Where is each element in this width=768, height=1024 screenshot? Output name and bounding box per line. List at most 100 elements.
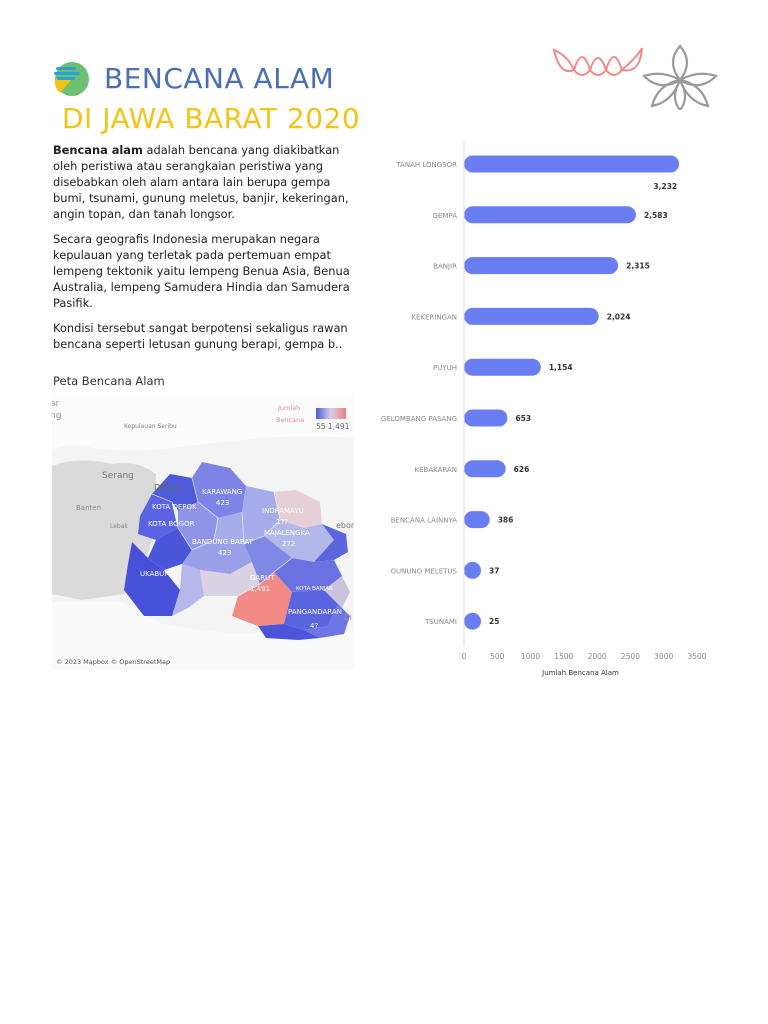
region-labels: KARAWANG 423 KOTA DEPOK KOTA BOGOR INDRA… [140, 488, 342, 630]
category-label: KEBAKARAN [415, 466, 457, 474]
region-ciamis[interactable] [258, 624, 320, 640]
x-tick-label: 3500 [687, 652, 706, 661]
label-majalengka-value: 272 [282, 540, 295, 548]
value-label: 1,154 [549, 363, 573, 372]
value-label: 37 [489, 566, 499, 575]
map-label-ar: ar [52, 399, 60, 409]
label-garut-value: 1,491 [250, 585, 270, 593]
label-kota-banjar: KOTA BANJAR [296, 586, 333, 592]
value-label: 386 [498, 516, 514, 525]
logo-icon [54, 62, 89, 96]
x-tick-label: 2500 [621, 652, 640, 661]
label-bandung-barat-value: 423 [218, 549, 231, 557]
x-tick-label: 0 [462, 652, 467, 661]
region-tasikmalaya[interactable] [284, 590, 338, 630]
bar-kekeringan[interactable] [464, 307, 599, 325]
disaster-map[interactable]: ar ng Kepulauan Seribu Serang DKI Jak Ba… [52, 394, 354, 670]
legend-min: 55 [316, 422, 326, 431]
bar-bencana-lainnya[interactable] [464, 511, 490, 529]
legend-max: 1,491 [328, 422, 350, 431]
value-label: 3,232 [653, 182, 677, 191]
map-label-dki: DKI Jak [154, 483, 183, 492]
intro-keyword: Bencana alam [53, 143, 143, 157]
value-label: 2,024 [607, 312, 631, 321]
intro-paragraph-3: Kondisi tersebut sangat berpotensi sekal… [53, 321, 348, 351]
label-indramayu-value: 1?? [276, 518, 288, 526]
category-label: BENCANA LAINNYA [391, 517, 458, 525]
label-pangandaran-value: 4? [310, 622, 318, 630]
region-majalengka[interactable] [264, 520, 334, 562]
region-sukabumi[interactable] [124, 542, 180, 616]
bar-tsunami[interactable] [464, 612, 481, 630]
bar-gelombang-pasang[interactable] [464, 409, 508, 427]
value-label: 2,583 [644, 211, 668, 220]
region-kabupaten-bogor[interactable] [148, 528, 192, 570]
bar-gunung-meletus[interactable] [464, 561, 481, 579]
label-karawang-value: 423 [216, 499, 229, 507]
legend-title-line-2: Bencana [276, 416, 304, 424]
category-label: GUNUNG MELETUS [391, 567, 458, 575]
region-sumedang[interactable] [244, 536, 292, 584]
bars-layer [464, 155, 680, 630]
x-tick-label: 1000 [521, 652, 540, 661]
region-cirebon[interactable] [314, 524, 348, 562]
bar-gempa[interactable] [464, 206, 636, 224]
map-label-kepulauan-seribu: Kepulauan Seribu [124, 423, 177, 430]
map-label-serang: Serang [102, 471, 134, 481]
region-pangandaran[interactable] [304, 604, 350, 638]
label-kota-depok: KOTA DEPOK [152, 503, 197, 511]
bar-tanah-longsor[interactable] [464, 155, 680, 173]
region-kota-depok[interactable] [152, 474, 198, 510]
region-bandung[interactable] [200, 562, 260, 596]
category-label: TANAH LONGSOR [395, 161, 457, 169]
region-borders [151, 477, 293, 597]
map-title: Peta Bencana Alam [53, 374, 165, 388]
region-bandung-barat[interactable] [182, 540, 252, 574]
legend-title-line-1: Jumlah [277, 404, 300, 412]
map-label-ci: Ci [344, 613, 352, 622]
map-label-lebak: Lebak [110, 523, 128, 530]
x-tick-label: 500 [490, 652, 505, 661]
label-majalengka: MAJALENGKA [264, 529, 310, 537]
region-purwakarta[interactable] [178, 502, 218, 550]
ticks-layer: TANAH LONGSOR 3,232 GEMPA 2,583 BANJIR 2,315 K… [381, 140, 707, 661]
bar-puyuh[interactable] [464, 358, 541, 376]
map-label-banten: Banten [76, 504, 101, 512]
region-kota-bogor[interactable] [138, 494, 178, 540]
region-cianjur[interactable] [172, 564, 204, 616]
category-label: BANJIR [433, 263, 457, 271]
value-label: 653 [515, 414, 531, 423]
intro-paragraph-2: Secara geografis Indonesia merupakan neg… [53, 232, 350, 310]
region-garut[interactable] [232, 572, 292, 626]
bar-banjir[interactable] [464, 257, 619, 275]
title-line-1: BENCANA ALAM [104, 62, 335, 95]
label-indramayu: INDRAMAYU [262, 507, 304, 515]
map-sea [52, 394, 354, 451]
category-label: PUYUH [433, 364, 457, 372]
map-label-cirebon: ebon [336, 521, 354, 530]
value-label: 626 [514, 465, 530, 474]
map-attribution: © 2023 Mapbox © OpenStreetMap [56, 658, 170, 666]
region-subang[interactable] [214, 486, 280, 544]
bar-kebakaran[interactable] [464, 460, 506, 478]
label-karawang: KARAWANG [202, 488, 242, 496]
x-tick-label: 1500 [554, 652, 573, 661]
intro-paragraph-1: Bencana alam adalah bencana yang diakiba… [53, 142, 353, 222]
value-label: 25 [489, 617, 499, 626]
value-label: 2,315 [626, 262, 650, 271]
label-kota-bogor: KOTA BOGOR [148, 520, 195, 528]
label-pangandaran: PANGANDARAN [288, 608, 342, 616]
intro-text: Bencana alam adalah bencana yang diakiba… [53, 142, 353, 361]
label-bandung-barat: BANDUNG BARAT [192, 538, 254, 546]
disaster-bar-chart: TANAH LONGSOR 3,232 GEMPA 2,583 BANJIR 2,315 K… [381, 140, 707, 677]
region-karawang[interactable] [192, 462, 246, 518]
region-kota-banjar[interactable] [324, 576, 350, 608]
x-axis-label: Jumlah Bencana Alam [541, 669, 619, 677]
category-label: TSUNAMI [424, 618, 457, 626]
category-label: GEMPA [433, 212, 458, 220]
label-garut: GARUT [250, 574, 275, 582]
intro-paragraph-1-rest: adalah bencana yang diakibatkan oleh per… [53, 143, 349, 221]
region-indramayu[interactable] [274, 490, 322, 528]
region-kuningan[interactable] [274, 558, 342, 592]
label-sukabumi: UKABUMI [140, 570, 172, 578]
